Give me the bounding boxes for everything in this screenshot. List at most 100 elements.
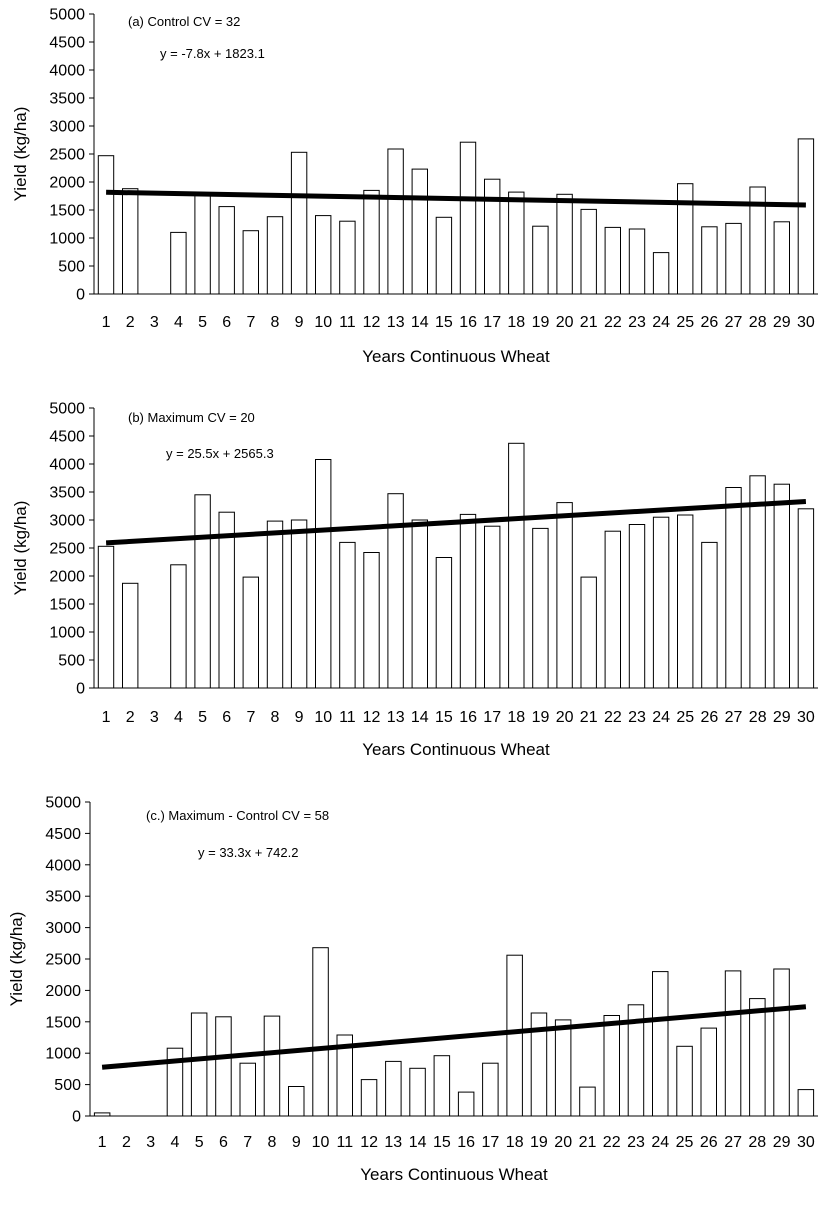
- x-tick-label: 28: [749, 314, 767, 331]
- x-tick-label: 20: [556, 314, 574, 331]
- x-tick-label: 13: [384, 1134, 402, 1151]
- bar-year-17: [484, 178, 501, 295]
- x-tick-label: 23: [628, 709, 646, 726]
- bar-year-6: [215, 1016, 232, 1117]
- x-tick-label: 14: [409, 1134, 427, 1151]
- x-tick-label: 28: [749, 709, 767, 726]
- y-tick-label: 3000: [49, 513, 85, 530]
- bar-year-18: [508, 191, 525, 295]
- x-tick-label: 2: [122, 1134, 131, 1151]
- x-tick-label: 11: [336, 1134, 353, 1151]
- y-tick-label: 4000: [49, 63, 85, 80]
- bar-year-30: [797, 1089, 815, 1117]
- y-tick-label: 5000: [49, 401, 85, 418]
- x-tick-label: 25: [676, 1134, 694, 1151]
- x-tick-label: 29: [773, 709, 791, 726]
- x-tick-label: 30: [797, 709, 815, 726]
- x-tick-label: 4: [174, 709, 183, 726]
- y-tick-label: 500: [58, 259, 85, 276]
- bar-year-20: [556, 193, 573, 295]
- x-tick-label: 10: [314, 709, 332, 726]
- bar-year-26: [701, 226, 718, 295]
- y-tick-label: 3000: [45, 920, 81, 937]
- bar-year-10: [315, 459, 332, 689]
- bar-year-21: [580, 576, 597, 689]
- x-tick-label: 13: [387, 709, 405, 726]
- x-tick-label: 10: [314, 314, 332, 331]
- x-tick-label: 4: [170, 1134, 179, 1151]
- bar-year-30: [797, 138, 815, 295]
- x-tick-label: 17: [483, 314, 501, 331]
- bar-year-8: [263, 1015, 281, 1117]
- x-tick-label: 29: [773, 1134, 791, 1151]
- y-tick-label: 4000: [49, 457, 85, 474]
- x-tick-label: 28: [748, 1134, 766, 1151]
- y-tick-label: 2500: [49, 147, 85, 164]
- trend-equation: y = 33.3x + 742.2: [198, 845, 298, 860]
- x-tick-label: 11: [339, 709, 356, 726]
- bar-year-21: [580, 208, 597, 295]
- bar-year-9: [288, 1086, 305, 1117]
- x-tick-label: 20: [554, 1134, 572, 1151]
- x-tick-label: 8: [271, 709, 280, 726]
- panel-title: (a) Control CV = 32: [128, 14, 240, 29]
- x-axis-title: Years Continuous Wheat: [362, 740, 550, 759]
- bar-year-22: [604, 226, 621, 295]
- x-axis-title: Years Continuous Wheat: [362, 347, 550, 366]
- x-axis-title: Years Continuous Wheat: [360, 1165, 548, 1184]
- y-tick-label: 3000: [49, 119, 85, 136]
- panel-title: (c.) Maximum - Control CV = 58: [146, 808, 329, 823]
- x-tick-label: 9: [292, 1134, 301, 1151]
- y-tick-label: 2000: [49, 175, 85, 192]
- bar-year-10: [315, 215, 332, 295]
- bar-year-10: [312, 947, 329, 1117]
- x-tick-label: 30: [797, 314, 815, 331]
- bar-year-28: [749, 475, 766, 689]
- x-tick-label: 8: [271, 314, 280, 331]
- bar-year-19: [532, 527, 549, 689]
- x-tick-label: 26: [701, 709, 719, 726]
- x-tick-label: 22: [604, 709, 622, 726]
- y-axis-title: Yield (kg/ha): [11, 107, 30, 202]
- bar-year-25: [676, 1045, 693, 1117]
- x-tick-label: 19: [532, 314, 550, 331]
- trend-equation: y = -7.8x + 1823.1: [160, 46, 265, 61]
- trend-equation: y = 25.5x + 2565.3: [166, 446, 274, 461]
- x-tick-label: 2: [126, 314, 135, 331]
- bar-year-5: [194, 193, 211, 295]
- x-tick-label: 16: [459, 314, 477, 331]
- bar-year-11: [339, 541, 356, 689]
- x-tick-label: 16: [459, 709, 477, 726]
- x-tick-label: 26: [701, 314, 719, 331]
- bar-year-8: [266, 216, 284, 295]
- bar-year-5: [194, 494, 211, 689]
- x-tick-label: 15: [433, 1134, 451, 1151]
- x-tick-label: 14: [411, 709, 429, 726]
- x-tick-label: 18: [506, 1134, 524, 1151]
- bar-year-7: [242, 576, 260, 689]
- bar-year-27: [724, 970, 742, 1117]
- bar-year-29: [773, 483, 790, 689]
- bar-year-5: [190, 1012, 208, 1117]
- bar-year-24: [652, 971, 669, 1117]
- bar-year-20: [554, 1019, 572, 1117]
- bar-year-22: [604, 530, 621, 689]
- x-tick-label: 25: [676, 314, 694, 331]
- trendline: [106, 189, 806, 208]
- x-tick-label: 16: [457, 1134, 475, 1151]
- y-tick-label: 0: [76, 681, 85, 698]
- y-tick-label: 0: [76, 287, 85, 304]
- bar-year-15: [435, 557, 453, 689]
- bar-year-23: [628, 524, 646, 689]
- x-tick-label: 21: [580, 314, 598, 331]
- bar-year-30: [797, 508, 815, 689]
- x-tick-label: 27: [725, 314, 743, 331]
- y-tick-label: 1000: [49, 231, 85, 248]
- x-tick-label: 14: [411, 314, 429, 331]
- bar-year-17: [484, 525, 501, 689]
- x-tick-label: 15: [435, 709, 453, 726]
- bar-year-29: [773, 968, 790, 1117]
- bar-year-19: [532, 225, 549, 295]
- bar-year-4: [170, 231, 187, 295]
